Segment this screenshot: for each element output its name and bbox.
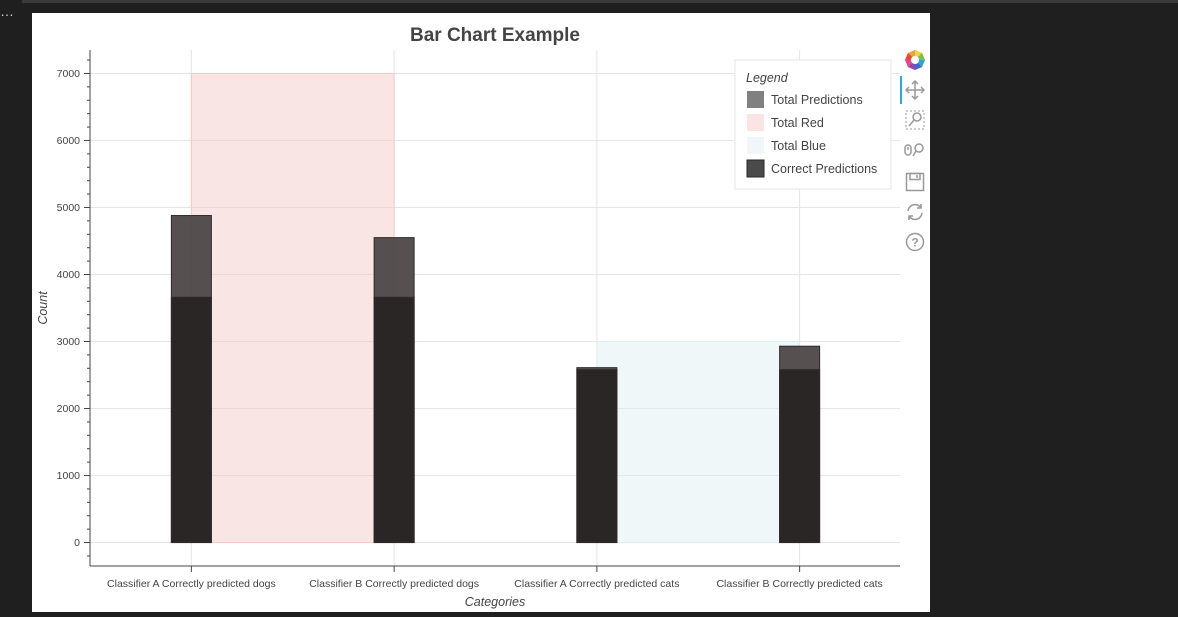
legend-label: Total Red: [771, 116, 824, 130]
plot-toolbar: ?: [900, 13, 930, 612]
legend-swatch: [747, 91, 764, 108]
pan-icon[interactable]: [903, 78, 927, 102]
top-window-bar: [22, 0, 1178, 3]
chart-title: Bar Chart Example: [410, 25, 580, 46]
y-tick-label: 3000: [57, 336, 81, 348]
x-tick-label: Classifier A Correctly predicted dogs: [107, 578, 276, 590]
bar-chart: 0 1000 2000 3000 4000 5000 6000 7000 Classifier …: [36, 25, 901, 609]
svg-text:?: ?: [911, 236, 918, 250]
y-tick-label: 2000: [57, 403, 81, 415]
y-tick-label: 7000: [57, 68, 81, 80]
y-tick-label: 6000: [57, 135, 81, 147]
box-zoom-icon[interactable]: [903, 108, 927, 132]
help-icon[interactable]: ?: [903, 230, 927, 254]
bar-correct-predictions: [779, 369, 821, 544]
ellipsis-icon: …: [0, 3, 14, 19]
y-tick-label: 5000: [57, 202, 81, 214]
y-tick-label: 4000: [57, 269, 81, 281]
region-total-blue: [596, 341, 801, 544]
legend-label: Correct Predictions: [771, 162, 877, 176]
bar-correct-predictions: [373, 296, 415, 544]
plot-panel: 0 1000 2000 3000 4000 5000 6000 7000 Classifier …: [32, 13, 930, 612]
x-tick-label: Classifier B Correctly predicted cats: [716, 578, 882, 590]
y-tick-label: 1000: [57, 470, 81, 482]
legend-swatch: [746, 159, 765, 178]
legend-title: Legend: [746, 71, 789, 85]
legend-swatch: [747, 137, 764, 154]
active-tool-indicator: [900, 76, 902, 104]
x-tick-label: Classifier A Correctly predicted cats: [514, 578, 679, 590]
bar-correct-predictions: [170, 296, 212, 544]
bokeh-logo-icon: [903, 48, 927, 72]
x-axis-title: Categories: [465, 595, 525, 609]
legend-swatch: [747, 114, 764, 131]
bar-correct-predictions: [576, 369, 618, 544]
reset-icon[interactable]: [903, 200, 927, 224]
wheel-zoom-icon[interactable]: [903, 138, 927, 162]
save-icon[interactable]: [903, 170, 927, 194]
y-tick-label: 0: [74, 537, 80, 549]
legend-label: Total Blue: [771, 139, 826, 153]
region-total-red: [190, 72, 395, 544]
legend-label: Total Predictions: [771, 93, 863, 107]
x-tick-label: Classifier B Correctly predicted dogs: [309, 578, 479, 590]
y-axis-title: Count: [36, 291, 50, 325]
